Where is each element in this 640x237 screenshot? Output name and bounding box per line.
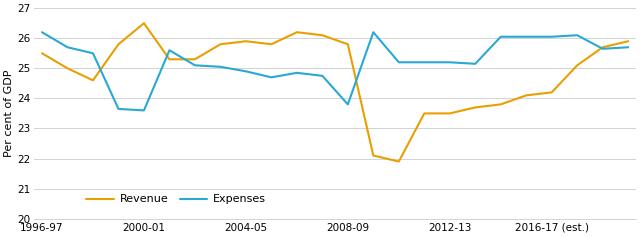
Expenses (446, 61, 454, 64)
Line: Revenue: Revenue (42, 23, 628, 162)
Revenue (369, 154, 377, 157)
Expenses (115, 108, 122, 110)
Expenses (625, 46, 632, 49)
Expenses (216, 65, 224, 68)
Line: Expenses: Expenses (42, 32, 628, 110)
Revenue (216, 43, 224, 46)
Revenue (573, 64, 581, 67)
Revenue (625, 40, 632, 43)
Revenue (63, 67, 71, 70)
Revenue (38, 52, 46, 55)
Revenue (395, 160, 403, 163)
Revenue (497, 103, 504, 106)
Expenses (268, 76, 275, 79)
Revenue (293, 31, 301, 34)
Revenue (242, 40, 250, 43)
Expenses (369, 31, 377, 34)
Expenses (293, 71, 301, 74)
Expenses (344, 103, 352, 106)
Expenses (472, 62, 479, 65)
Revenue (344, 43, 352, 46)
Revenue (446, 112, 454, 115)
Revenue (166, 58, 173, 61)
Revenue (191, 58, 199, 61)
Expenses (242, 70, 250, 73)
Expenses (599, 47, 607, 50)
Expenses (63, 46, 71, 49)
Revenue (522, 94, 530, 97)
Revenue (599, 46, 607, 49)
Expenses (319, 74, 326, 77)
Revenue (420, 112, 428, 115)
Expenses (497, 35, 504, 38)
Expenses (191, 64, 199, 67)
Revenue (548, 91, 556, 94)
Expenses (548, 35, 556, 38)
Legend: Revenue, Expenses: Revenue, Expenses (82, 190, 271, 209)
Expenses (166, 49, 173, 52)
Revenue (472, 106, 479, 109)
Expenses (573, 34, 581, 37)
Y-axis label: Per cent of GDP: Per cent of GDP (4, 70, 14, 157)
Revenue (89, 79, 97, 82)
Revenue (115, 43, 122, 46)
Expenses (522, 35, 530, 38)
Revenue (319, 34, 326, 37)
Expenses (420, 61, 428, 64)
Expenses (38, 31, 46, 34)
Revenue (140, 22, 148, 25)
Expenses (140, 109, 148, 112)
Expenses (395, 61, 403, 64)
Expenses (89, 52, 97, 55)
Revenue (268, 43, 275, 46)
